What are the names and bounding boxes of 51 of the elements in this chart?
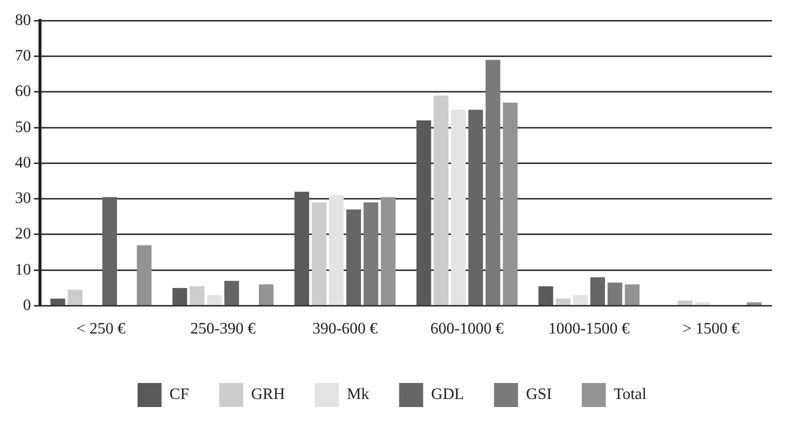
y-tick-label: 80	[15, 12, 31, 29]
bar	[451, 110, 466, 306]
legend-label: CF	[170, 386, 190, 404]
bar	[538, 286, 554, 306]
bar	[102, 197, 117, 306]
legend-label: Mk	[346, 386, 370, 404]
bar	[329, 195, 344, 306]
x-tick-label: 1000-1500 €	[548, 320, 630, 338]
bar	[556, 298, 570, 306]
bar	[258, 284, 274, 306]
y-tick-label: 60	[15, 83, 31, 100]
bar	[50, 298, 66, 306]
bar	[294, 192, 310, 306]
x-tick-label: 390-600 €	[312, 320, 378, 338]
bar	[573, 295, 588, 306]
bar	[380, 197, 396, 306]
bar	[590, 277, 605, 306]
bar	[207, 295, 222, 306]
bar	[486, 60, 500, 306]
x-tick-label: > 1500 €	[682, 320, 740, 338]
bar	[746, 302, 762, 306]
bar	[434, 95, 448, 306]
y-tick-label: 70	[15, 47, 31, 64]
bar	[172, 288, 188, 306]
x-tick-label: 250-390 €	[190, 320, 256, 338]
bar	[136, 245, 152, 306]
legend-label: GDL	[431, 386, 464, 404]
y-tick-label: 20	[15, 226, 31, 243]
bar	[346, 210, 361, 306]
bar	[68, 290, 82, 306]
bar	[416, 120, 432, 306]
bar	[468, 110, 483, 306]
bar	[608, 282, 622, 306]
y-tick-label: 50	[15, 118, 31, 136]
bar	[624, 284, 640, 306]
bar	[190, 286, 204, 306]
legend-label: GSI	[526, 386, 552, 404]
bar	[364, 202, 378, 306]
x-tick-label: < 250 €	[76, 320, 126, 338]
legend-label: GRH	[251, 386, 286, 404]
y-tick-label: 40	[15, 154, 31, 172]
bar	[678, 300, 692, 306]
y-tick-label: 0	[23, 297, 31, 314]
bar	[695, 302, 710, 306]
legend-label: Total	[614, 386, 647, 404]
bar	[224, 280, 239, 306]
y-tick-label: 30	[15, 190, 31, 208]
bar	[312, 202, 326, 306]
x-tick-label: 600-1000 €	[430, 320, 504, 338]
y-tick-label: 10	[15, 261, 31, 278]
bar	[502, 102, 518, 306]
